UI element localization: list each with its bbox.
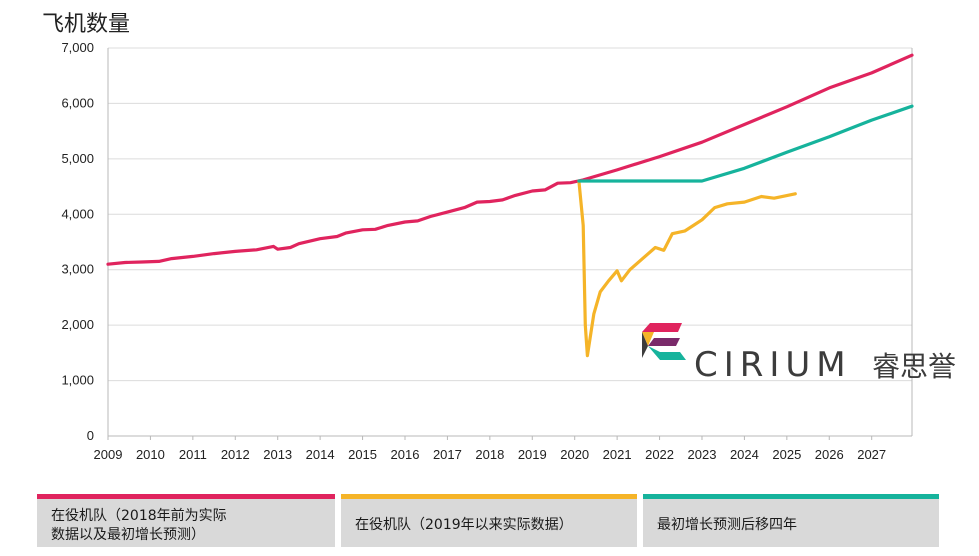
x-tick-label: 2011 [179,447,207,462]
series-line-3 [577,104,914,183]
series-line-2 [577,179,797,358]
legend-label: 最初增长预测后移四年 [657,517,797,533]
x-tick-label: 2013 [263,447,292,462]
legend-label-line2: 数据以及最初增长预测） [51,527,205,543]
x-tick-label: 2023 [688,447,717,462]
x-tick-label: 2020 [560,447,589,462]
y-tick-label: 4,000 [61,206,94,221]
x-tick-label: 2021 [603,447,632,462]
logo-stripe-pink [642,323,682,332]
y-tick-label: 2,000 [61,317,94,332]
x-tick-label: 2027 [857,447,886,462]
legend-item-pink: 在役机队（2018年前为实际 数据以及最初增长预测） [37,494,335,547]
y-tick-label: 3,000 [61,262,94,277]
watermark-cn: 睿思誉 [872,350,956,383]
y-tick-label: 7,000 [61,40,94,55]
chart-title: 飞机数量 [42,12,130,37]
x-tick-label: 2009 [94,447,123,462]
chart-area: 飞机数量 0 1,000 2,000 3,000 4,000 5,000 6,000 7,00… [42,12,914,462]
series-lines [106,53,914,358]
x-tick-label: 2012 [221,447,250,462]
logo-stripe-dark [642,332,648,358]
x-tick-label: 2018 [475,447,504,462]
axis-ticks: 0 1,000 2,000 3,000 4,000 5,000 6,000 7,000 2009… [61,40,886,462]
cirium-logo: CIRIUM 睿思誉 [642,323,956,385]
y-tick-label: 0 [87,428,94,443]
grid-lines [107,47,913,437]
logo-stripe-purple [648,338,680,346]
y-tick-label: 1,000 [61,373,94,388]
x-tick-label: 2026 [815,447,844,462]
x-tick-label: 2017 [433,447,462,462]
logo-stripe-yellow [642,332,654,346]
legend-item-yellow: 在役机队（2019年以来实际数据） [341,494,637,547]
x-tick-label: 2016 [391,447,420,462]
x-tick-label: 2022 [645,447,674,462]
x-tick-label: 2024 [730,447,759,462]
watermark-text: CIRIUM [694,345,852,385]
series-line-1 [106,53,914,266]
x-tick-label: 2019 [518,447,547,462]
logo-stripe-teal [648,346,686,360]
x-tick-label: 2010 [136,447,165,462]
x-tick-label: 2014 [306,447,335,462]
legend-label: 在役机队（2019年以来实际数据） [355,517,573,533]
legend-item-teal: 最初增长预测后移四年 [643,494,939,547]
cirium-watermark: CIRIUM 睿思誉 [640,318,970,388]
legend-label-line1: 在役机队（2018年前为实际 [51,508,227,524]
x-tick-label: 2025 [772,447,801,462]
x-tick-label: 2015 [348,447,377,462]
y-tick-label: 5,000 [61,151,94,166]
y-tick-label: 6,000 [61,95,94,110]
